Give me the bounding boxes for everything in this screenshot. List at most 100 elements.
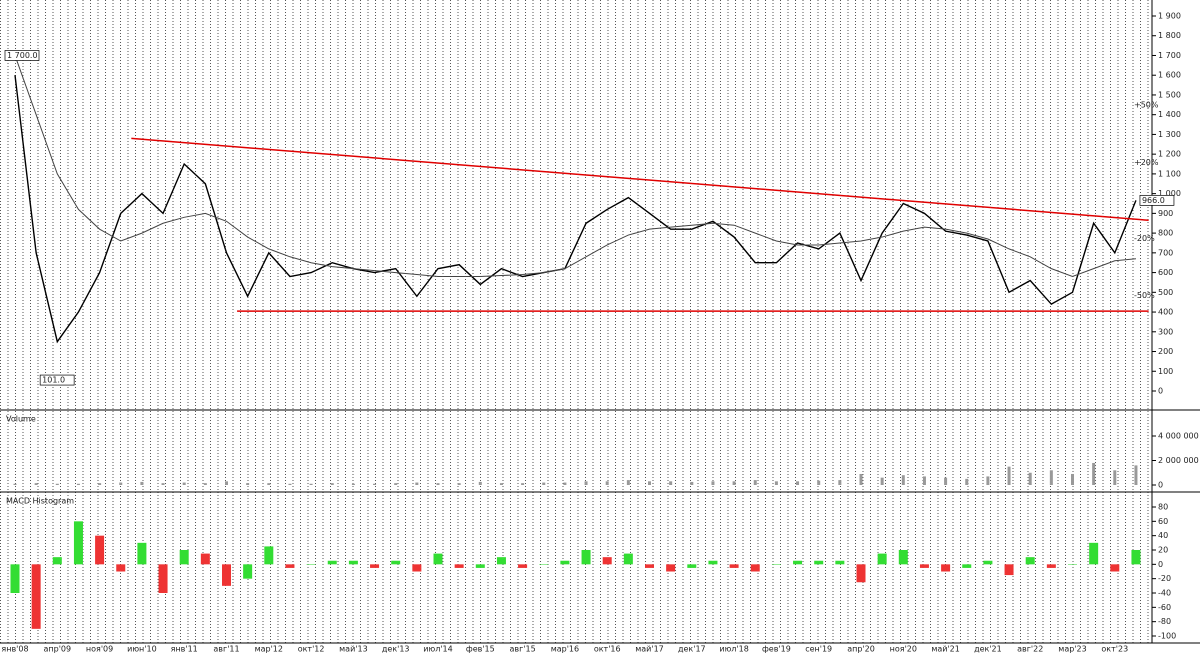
bar (34, 483, 38, 485)
bar (267, 483, 271, 485)
bar (496, 557, 506, 565)
bar (179, 550, 189, 565)
bar (1134, 465, 1138, 485)
bar (475, 564, 485, 568)
bar (161, 483, 165, 485)
bar (351, 483, 355, 485)
y-tick-label: 2 000 000 (1158, 456, 1199, 465)
panel-title: MACD Histogram (6, 497, 74, 506)
bar (454, 564, 464, 568)
panel-title: Volume (6, 415, 36, 424)
bar (327, 560, 337, 565)
y-tick-label: -100 (1158, 632, 1176, 641)
bar (856, 564, 866, 583)
bar (52, 557, 62, 565)
bar (941, 564, 951, 572)
x-tick-label: апр'09 (44, 645, 72, 654)
trendline (131, 137, 1149, 222)
bar (880, 477, 884, 485)
bar (116, 564, 126, 572)
annotation-box (4, 50, 40, 61)
bar (687, 564, 697, 568)
bar (373, 483, 377, 485)
bar (225, 481, 228, 485)
y-tick-label: 1 600 (1158, 71, 1181, 80)
bar (542, 482, 546, 485)
bar (835, 560, 845, 565)
x-tick-label: окт'16 (594, 645, 621, 654)
bar (1068, 564, 1077, 565)
level-label: -20% (1134, 234, 1155, 243)
y-tick-label: 60 (1158, 517, 1168, 526)
y-tick-label: -60 (1158, 603, 1171, 612)
bar (922, 476, 926, 485)
bar (1089, 542, 1099, 565)
bar (1028, 472, 1032, 485)
x-tick-label: янв'11 (171, 645, 198, 654)
bar (962, 564, 972, 568)
x-tick-label: мар'23 (1058, 645, 1086, 654)
y-tick-label: 0 (1158, 387, 1163, 396)
y-tick-label: 1 000 (1158, 189, 1181, 198)
x-tick-label: май'17 (635, 645, 664, 654)
bar (158, 564, 168, 593)
y-tick-label: 0 (1158, 481, 1163, 490)
bar (182, 482, 186, 485)
bar (76, 483, 80, 485)
bar (31, 564, 41, 629)
bar (814, 560, 824, 565)
level-label: +50% (1134, 101, 1159, 110)
x-tick-label: авг'22 (1017, 645, 1043, 654)
annotation-label: 966.0 (1142, 196, 1165, 205)
x-tick-label: фев'15 (466, 645, 495, 654)
bar (793, 560, 803, 565)
y-tick-label: 500 (1158, 288, 1173, 297)
bar (796, 481, 800, 485)
annotation-box (1139, 194, 1175, 206)
bar (264, 546, 274, 565)
y-tick-label: 80 (1158, 503, 1168, 512)
bar (436, 483, 440, 485)
x-tick-label: май'13 (339, 645, 368, 654)
y-tick-label: -80 (1158, 617, 1171, 626)
bar (584, 481, 588, 485)
y-tick-label: 600 (1158, 268, 1173, 277)
bar (817, 480, 821, 485)
bar (95, 535, 105, 565)
bar (1071, 473, 1074, 485)
price-line (14, 75, 1137, 344)
bar (285, 564, 295, 568)
y-tick-label: 1 500 (1158, 90, 1181, 99)
bar (521, 483, 525, 485)
y-tick-label: 40 (1158, 531, 1168, 540)
x-tick-label: дек'17 (678, 645, 706, 654)
bar (563, 482, 567, 485)
bar (753, 480, 757, 485)
bar (391, 560, 401, 565)
price-line (14, 55, 1136, 278)
level-label: -50% (1134, 291, 1155, 300)
bar (203, 483, 207, 485)
bar (1049, 470, 1053, 485)
bar (309, 483, 313, 485)
bar (415, 482, 419, 485)
bar (1110, 564, 1120, 572)
x-tick-label: окт'12 (298, 645, 325, 654)
x-tick-label: мар'12 (255, 645, 283, 654)
y-tick-label: 100 (1158, 367, 1173, 376)
y-tick-label: 20 (1158, 546, 1168, 555)
y-tick-label: 1 300 (1158, 130, 1181, 139)
y-tick-label: 400 (1158, 308, 1173, 317)
bar (626, 480, 630, 485)
x-tick-label: июн'10 (127, 645, 157, 654)
bar (119, 482, 123, 485)
bar (605, 481, 609, 485)
annotation-label: 1 700.0 (7, 51, 38, 60)
bar (690, 481, 694, 485)
x-tick-label: авг'11 (213, 645, 239, 654)
bar (1113, 470, 1117, 485)
level-label: +20% (1134, 158, 1159, 167)
bar (877, 553, 887, 565)
